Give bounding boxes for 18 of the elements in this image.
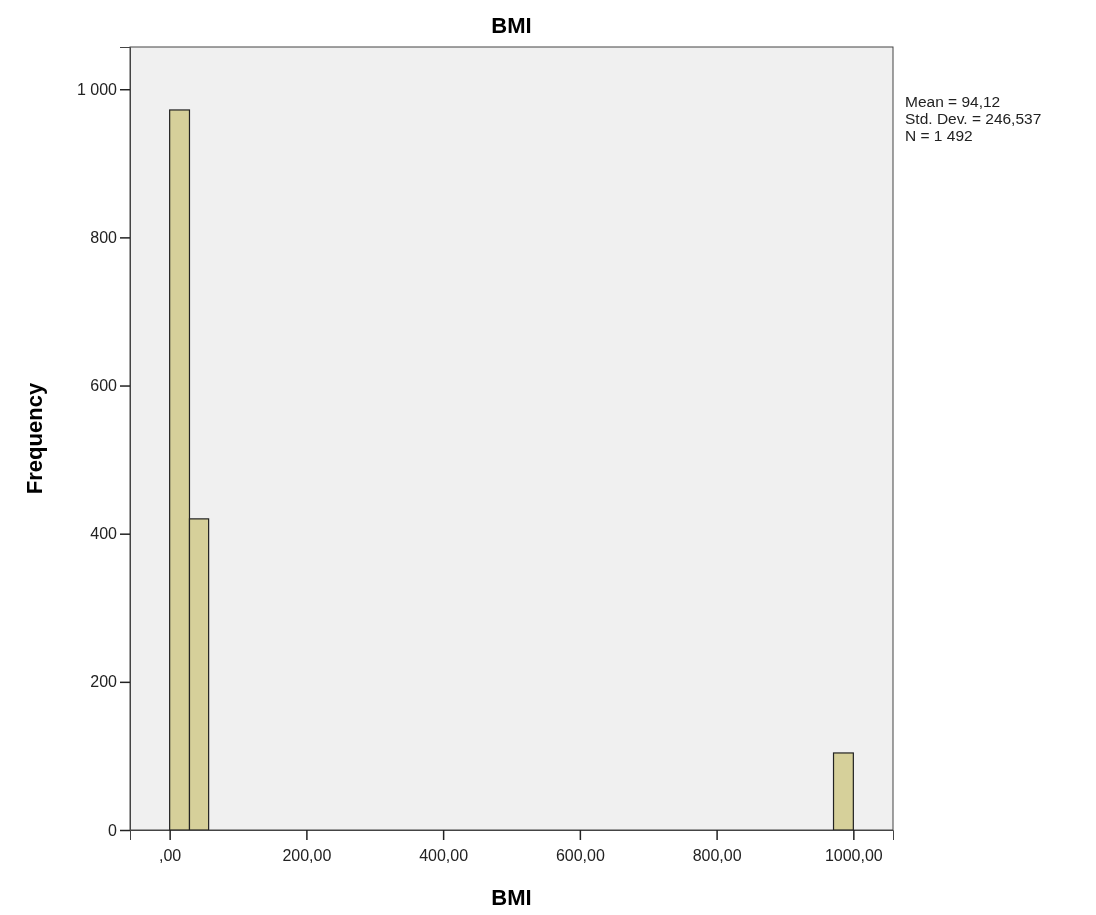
y-axis-title: Frequency — [22, 382, 47, 495]
text: N = 1 492 — [905, 127, 973, 144]
y-tick-label: 1 000 — [76, 80, 118, 98]
x-tick-label: 600,00 — [555, 846, 605, 864]
text: Mean = 94,12 — [905, 93, 1001, 110]
x-axis-title: BMI — [491, 885, 532, 910]
chart-title: BMI — [491, 13, 532, 38]
text: Std. Dev. = 246,537 — [905, 110, 1042, 127]
y-tick-label: 600 — [90, 377, 118, 395]
y-tick-label: 400 — [90, 525, 118, 543]
y-tick-label: 800 — [90, 229, 118, 246]
x-tick-label: 1000,00 — [824, 846, 883, 864]
x-tick-label: 200,00 — [282, 846, 332, 864]
y-tick-label: 200 — [90, 673, 118, 691]
x-tick-label: 800,00 — [692, 846, 742, 864]
x-tick-label: 400,00 — [419, 846, 469, 864]
x-tick-label: ,00 — [159, 846, 182, 864]
y-tick-label: 0 — [108, 821, 118, 839]
